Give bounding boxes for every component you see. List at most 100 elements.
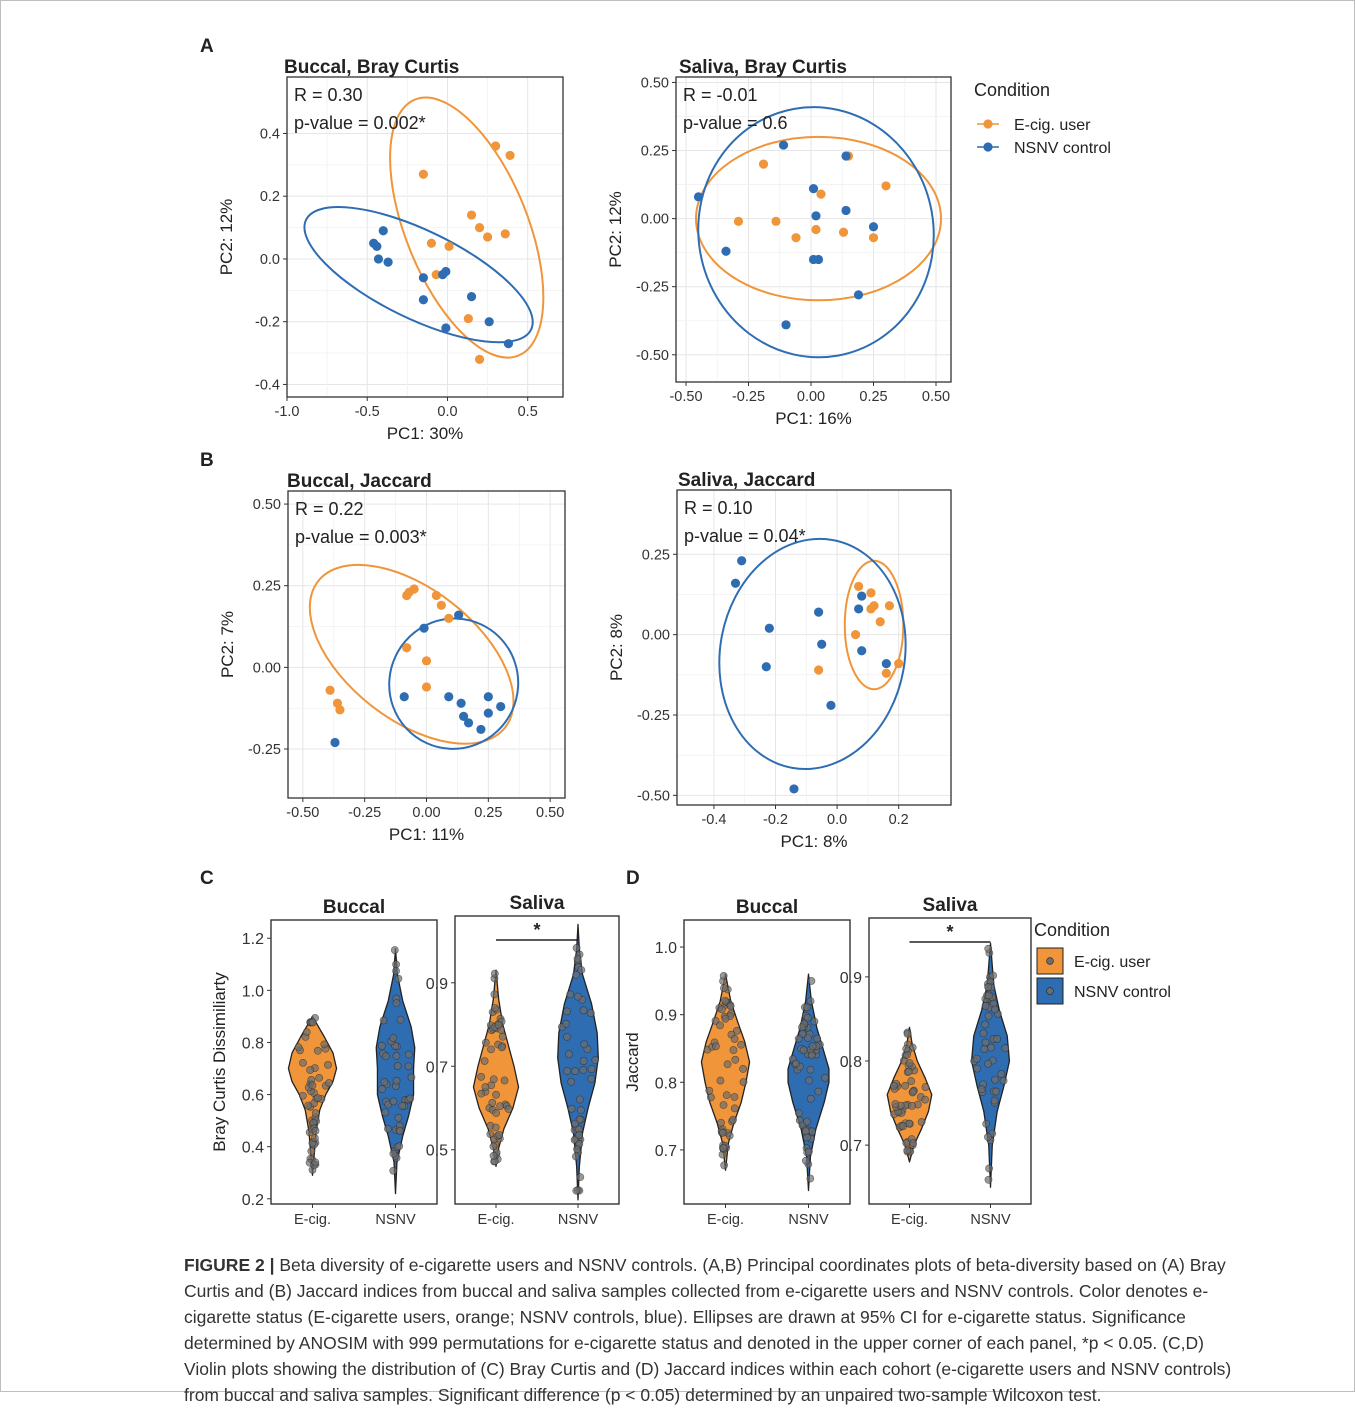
legend-item: E-cig. user	[1014, 117, 1091, 134]
observation-point	[404, 1062, 413, 1071]
observation-point	[571, 1152, 580, 1161]
chart-panels: -1.0 -0.5 0.0 0.5 -0.4 -0.2 0.0 0.2 0.4 Buccal, B…	[210, 57, 1032, 1228]
x-tick-label: -0.5	[355, 404, 380, 420]
y-tick-label: 0.4	[260, 126, 280, 142]
observation-point	[378, 1085, 386, 1093]
point-nsnv	[441, 323, 451, 333]
observation-point	[730, 1104, 739, 1113]
observation-point	[565, 1050, 573, 1059]
observation-point	[311, 1126, 320, 1135]
y-tick-label: -0.50	[637, 788, 670, 804]
point-ecig	[866, 588, 876, 598]
observation-point	[903, 1030, 912, 1038]
observation-point	[395, 1142, 404, 1151]
observation-point	[729, 1115, 737, 1124]
observation-point	[498, 1032, 507, 1041]
observation-point	[394, 974, 403, 983]
y-tick-label: 0.50	[253, 497, 281, 513]
observation-point	[891, 1100, 900, 1108]
ellipse-nsnv	[388, 617, 520, 750]
observation-point	[977, 1085, 986, 1094]
y-tick-label: 1.0	[655, 940, 677, 957]
axes-frame-A2	[675, 76, 952, 383]
observation-point	[730, 1035, 739, 1043]
point-nsnv	[778, 140, 789, 150]
observation-point	[806, 1065, 815, 1074]
point-ecig	[466, 210, 477, 220]
legend-dot-ecig	[983, 119, 993, 129]
observation-point	[804, 1034, 812, 1042]
y-tick-label: -0.25	[248, 742, 281, 758]
x-tick-label: E-cig.	[294, 1212, 331, 1228]
point-nsnv	[418, 295, 428, 305]
panel-letter-C: C	[200, 868, 214, 889]
panel-title: Saliva, Bray Curtis	[679, 57, 847, 78]
observation-point	[732, 1026, 741, 1035]
observation-point	[302, 1028, 311, 1036]
violin-points-nsnv	[377, 946, 416, 1175]
point-nsnv	[503, 339, 514, 349]
point-nsnv	[419, 623, 429, 633]
point-nsnv	[808, 184, 819, 194]
observation-point	[313, 1094, 322, 1102]
observation-point	[803, 1003, 811, 1012]
point-nsnv	[466, 292, 477, 302]
y-tick-label: 0.7	[426, 1059, 448, 1076]
observation-point	[563, 1067, 572, 1075]
observation-point	[389, 1097, 398, 1106]
panel-B2: -0.4 -0.2 0.0 0.2 -0.50 -0.25 0.00 0.25 Saliva, …	[607, 470, 952, 851]
observation-point	[721, 996, 730, 1005]
legend-title: Condition	[974, 80, 1050, 100]
observation-point	[719, 1101, 728, 1109]
observation-point	[907, 1077, 916, 1085]
observation-point	[722, 1091, 731, 1100]
observation-point	[719, 971, 728, 980]
observation-point	[997, 1070, 1006, 1078]
x-axis-label: PC1: 11%	[389, 825, 464, 844]
observation-point	[999, 1076, 1008, 1085]
observation-point	[806, 1174, 815, 1183]
point-ecig	[505, 150, 515, 161]
point-nsnv	[857, 591, 867, 601]
point-nsnv	[868, 222, 879, 232]
observation-point	[904, 1067, 913, 1076]
figure-canvas: A B C D -1.0 -0.5 0.0 0.5 -0.4 -0.2 0.0 0.2 0.4 Bucc…	[200, 36, 1171, 1228]
observation-point	[576, 1106, 585, 1114]
observation-point	[981, 1020, 990, 1029]
legend-title: Condition	[1034, 920, 1110, 940]
observation-point	[377, 1041, 386, 1050]
observation-point	[718, 1005, 726, 1014]
y-tick-label: 0.7	[655, 1143, 677, 1160]
y-tick-label: 1.2	[242, 931, 264, 948]
point-ecig	[894, 658, 904, 669]
point-ecig	[421, 656, 432, 666]
point-nsnv	[730, 578, 741, 588]
point-ecig	[325, 685, 335, 695]
observation-point	[486, 1130, 495, 1139]
point-ecig	[404, 587, 414, 597]
observation-point	[803, 1013, 812, 1022]
observation-point	[495, 1130, 504, 1139]
stat-r: R = 0.22	[295, 499, 364, 519]
ellipse-ecig	[308, 563, 515, 745]
grid-B1	[288, 491, 565, 798]
observation-point	[903, 1146, 912, 1155]
observation-point	[379, 1016, 388, 1025]
observation-point	[821, 1073, 829, 1082]
point-nsnv	[483, 708, 493, 718]
observation-point	[492, 1090, 500, 1099]
observation-point	[579, 1066, 588, 1074]
panel-title: Saliva	[923, 895, 978, 916]
y-tick-label: 0.00	[642, 628, 670, 644]
observation-point	[567, 1077, 576, 1086]
observation-point	[973, 1064, 982, 1073]
observation-point	[591, 1056, 600, 1064]
panel-A1: -1.0 -0.5 0.0 0.5 -0.4 -0.2 0.0 0.2 0.4 Buccal, B…	[217, 57, 564, 443]
point-nsnv	[483, 692, 493, 702]
observation-point	[730, 1093, 739, 1101]
observation-point	[1001, 1044, 1010, 1053]
observation-point	[725, 1131, 734, 1140]
observation-point	[315, 1073, 324, 1082]
observation-point	[718, 1128, 727, 1137]
y-tick-label: 0.2	[260, 189, 280, 205]
